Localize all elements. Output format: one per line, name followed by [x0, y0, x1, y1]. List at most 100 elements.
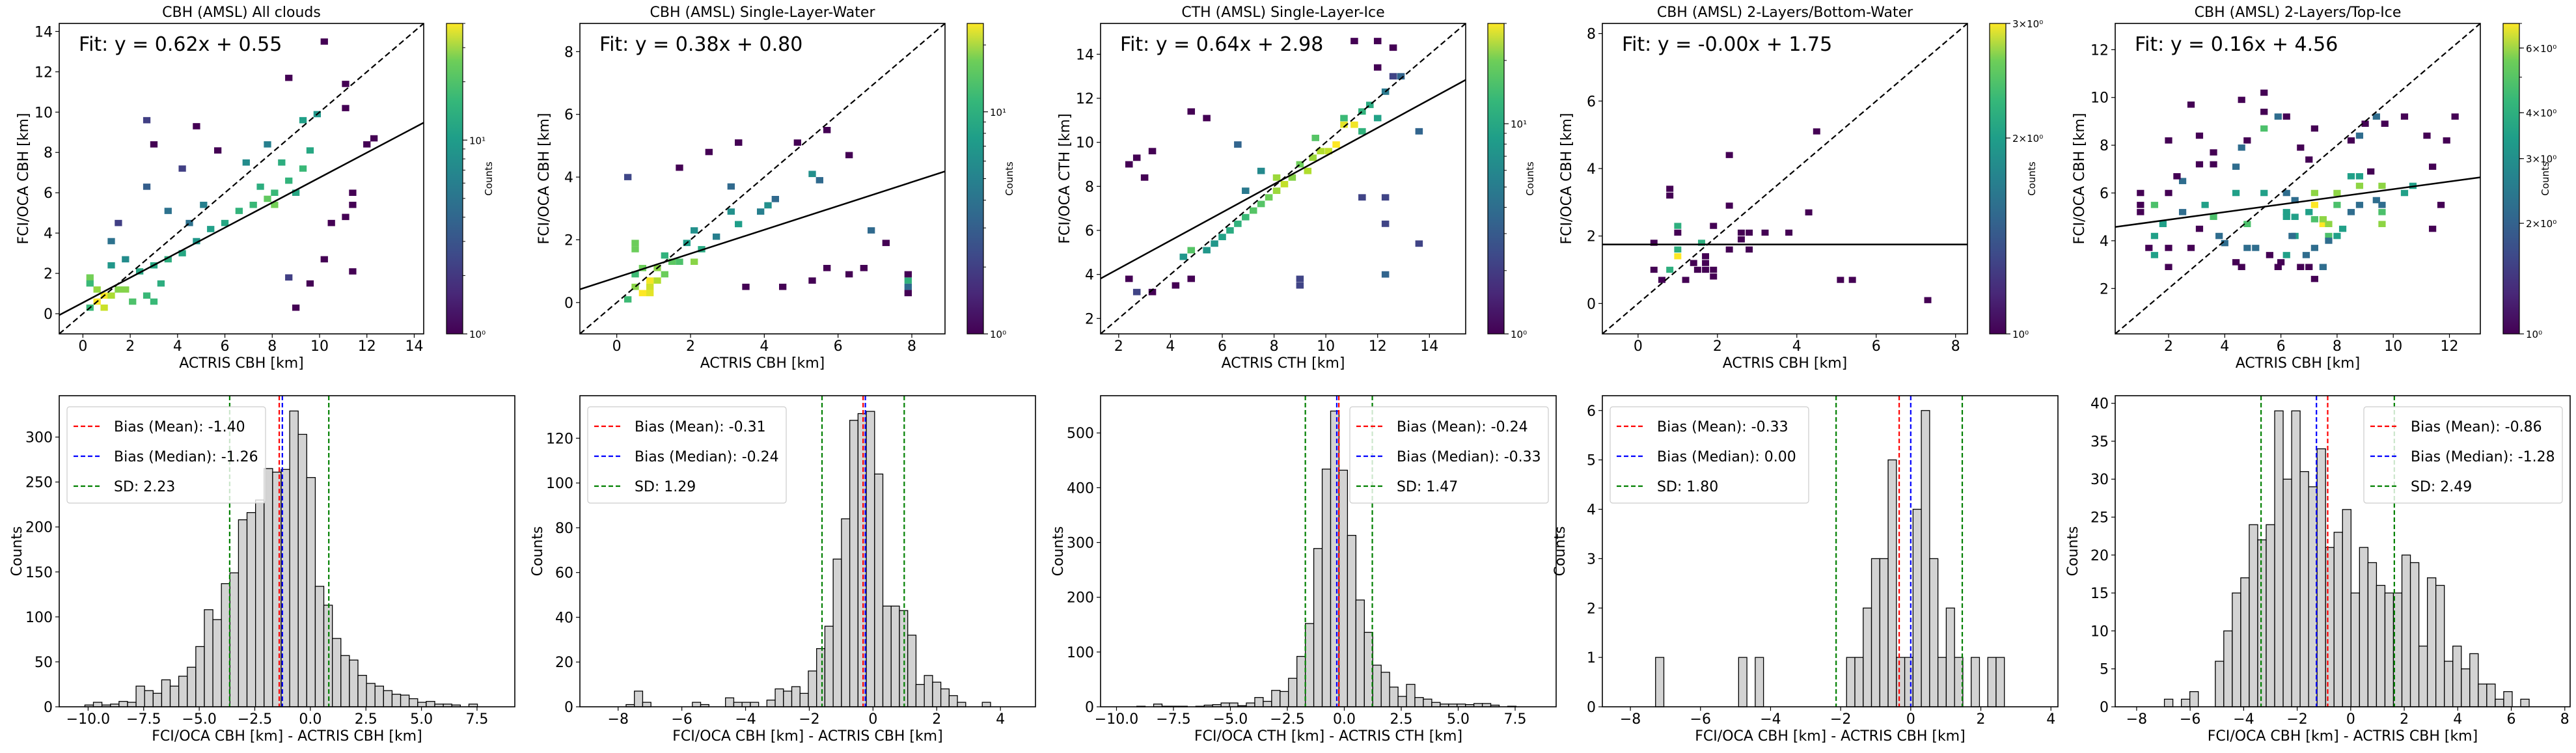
x-tick-label: −2.5: [238, 711, 272, 728]
heatmap-cell: [1350, 38, 1358, 44]
colorbar-tick-label: 10¹: [469, 135, 486, 146]
heatmap-cell: [2451, 113, 2459, 120]
y-tick-label: 10: [34, 105, 53, 121]
heatmap-cell: [271, 189, 279, 196]
heatmap-cell: [157, 280, 165, 287]
heatmap-cell: [727, 208, 735, 215]
x-tick-label: 0: [1906, 711, 1915, 728]
heatmap-cell: [860, 265, 868, 271]
legend-box: [1349, 406, 1549, 504]
histogram-bar: [1755, 657, 1764, 707]
y-tick-label: 12: [2090, 42, 2109, 59]
y-tick-label: 400: [1067, 480, 1094, 497]
x-tick-label: 5.0: [1447, 711, 1470, 728]
y-tick-label: 14: [34, 24, 53, 40]
histogram-bar: [1945, 607, 1955, 707]
fit-line: [59, 122, 424, 316]
histogram-bar: [2163, 698, 2174, 707]
scatter-panel-1: 0 2 4 6 8 10 12 14 0 2 4 6 8 10 12 14 CBH (AMSL) All clo…: [16, 5, 495, 372]
histogram-bar: [2359, 547, 2369, 707]
heatmap-cell: [2367, 168, 2375, 175]
heatmap-cell: [2333, 189, 2341, 197]
histogram-bar: [1423, 698, 1432, 707]
histogram-bar: [340, 655, 350, 707]
histogram-bar: [2342, 509, 2351, 707]
histogram-bar: [2333, 532, 2343, 707]
heatmap-cell: [771, 196, 779, 202]
y-tick-label: 6: [564, 107, 573, 124]
x-tick-label: −6: [671, 711, 692, 728]
y-tick-label: 80: [555, 521, 573, 537]
legend: Bias (Mean): -0.86 Bias (Median): -1.28 SD…: [2363, 406, 2563, 504]
histogram-bar: [2240, 577, 2250, 707]
heatmap-cell: [2325, 238, 2333, 244]
histogram-bar: [2274, 410, 2284, 707]
heatmap-cell: [2173, 173, 2181, 180]
x-tick-label: 4: [760, 338, 769, 355]
heatmap-cell: [2355, 182, 2364, 189]
heatmap-cell: [1725, 152, 1733, 158]
heatmap-cell: [646, 277, 654, 284]
axes-frame: [2115, 395, 2571, 707]
x-tick-label: 6: [2507, 711, 2516, 728]
histogram-bar: [1887, 459, 1897, 707]
heatmap-cell: [1693, 266, 1701, 273]
heatmap-cell: [1666, 185, 1674, 192]
fit-equation: Fit: y = 0.16x + 4.56: [2135, 33, 2338, 56]
x-axis-label: ACTRIS CBH [km]: [179, 355, 304, 372]
heatmap-cell: [2238, 144, 2245, 151]
histogram-bar: [366, 683, 376, 707]
histogram-bar: [2266, 524, 2275, 707]
x-tick-label: −5.0: [182, 711, 216, 728]
histogram-bar: [957, 702, 966, 707]
legend-mean-label: Bias (Mean): -1.40: [114, 419, 245, 435]
legend-median-label: Bias (Median): -0.24: [635, 449, 779, 465]
x-tick-label: −5.0: [1213, 711, 1248, 728]
x-tick-label: 8: [1270, 338, 1279, 355]
axes-frame: [1100, 23, 1466, 335]
y-tick-label: 2: [564, 232, 573, 249]
heatmap-cell: [2378, 202, 2386, 208]
histogram-bar: [799, 692, 809, 707]
heatmap-cell: [1690, 260, 1697, 266]
histogram-bar: [2189, 691, 2199, 707]
x-tick-label: −6: [2180, 711, 2200, 728]
heatmap-cell: [904, 290, 912, 297]
histogram-bar: [161, 679, 171, 707]
histogram-bar: [2180, 698, 2191, 707]
heatmap-cell: [2429, 225, 2437, 232]
legend-sd-label: SD: 1.47: [1397, 479, 1458, 495]
heatmap-cell: [349, 268, 357, 275]
heatmap-cell: [256, 184, 264, 190]
histogram-bar: [1870, 558, 1880, 707]
y-tick-label: 250: [25, 475, 53, 491]
x-tick-label: −2.5: [1270, 711, 1304, 728]
y-tick-label: 100: [25, 610, 53, 626]
histogram-bar: [692, 702, 702, 707]
heatmap-cell: [1125, 275, 1133, 282]
x-tick-label: −10.0: [1095, 711, 1138, 728]
histogram-bar: [2367, 562, 2377, 707]
panel-title: CBH (AMSL) All clouds: [162, 5, 321, 21]
y-tick-label: 6: [1587, 404, 1596, 420]
histogram-bar: [733, 702, 743, 707]
axes-frame: [579, 395, 1036, 707]
heatmap-cell: [1324, 148, 1332, 155]
legend-sd-label: SD: 1.80: [1657, 479, 1718, 495]
y-tick-label: 500: [1067, 426, 1094, 442]
heatmap-cell: [2319, 216, 2327, 223]
histogram-bar: [2520, 698, 2530, 707]
heatmap-cell: [1148, 148, 1157, 155]
x-tick-label: 6: [1218, 338, 1227, 355]
x-tick-label: 7.5: [1504, 711, 1527, 728]
histogram-bar: [2316, 448, 2326, 707]
heatmap-cell: [691, 258, 698, 265]
histogram-bar: [1313, 548, 1323, 707]
histogram-bar: [178, 676, 188, 707]
histogram-bar: [634, 691, 644, 707]
heatmap-cell: [1366, 102, 1374, 109]
heatmap-cell: [2165, 264, 2172, 271]
heatmap-cells: [1125, 38, 1423, 295]
colorbar: [1487, 23, 1505, 335]
histogram-bar: [118, 701, 128, 707]
